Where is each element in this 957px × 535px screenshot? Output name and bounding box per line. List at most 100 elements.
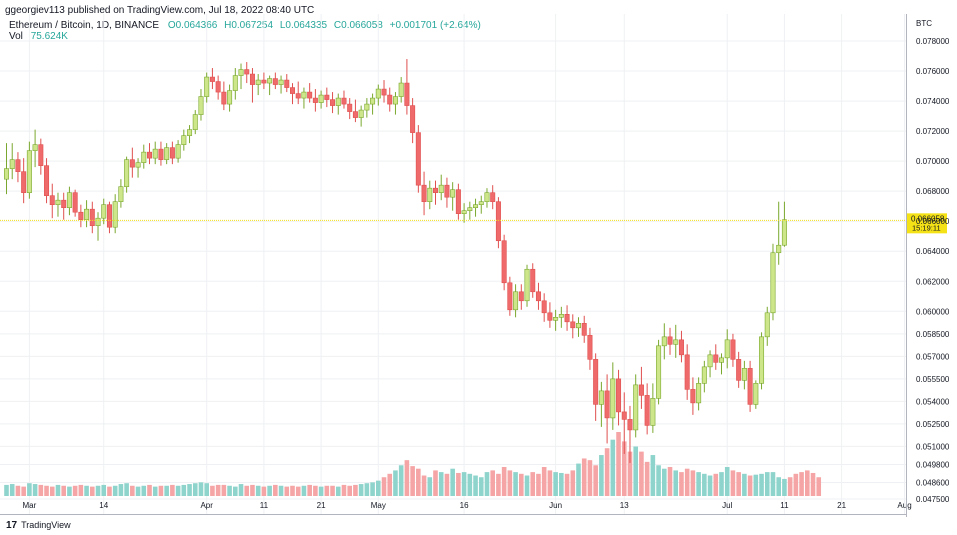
volume-bar	[255, 485, 261, 496]
candle-body	[249, 73, 255, 85]
x-tick-label: 11	[260, 501, 269, 510]
volume-bar	[644, 461, 650, 496]
candle-body	[507, 282, 513, 311]
volume-value: 75.624K	[30, 31, 68, 42]
volume-bar	[530, 472, 536, 496]
candle-body	[101, 204, 107, 219]
volume-bar	[433, 470, 438, 496]
tradingview-logo[interactable]: 17 TradingView	[6, 520, 71, 531]
volume-bar	[799, 472, 804, 496]
candle-body	[55, 199, 61, 205]
candle-body	[255, 79, 261, 85]
volume-bar	[118, 484, 124, 496]
volume-bar	[564, 473, 570, 496]
volume-bar	[38, 484, 44, 496]
x-tick-label: Aug	[897, 501, 911, 510]
volume-bar	[810, 472, 816, 496]
volume-bar	[461, 472, 467, 496]
candle-body	[415, 132, 421, 186]
candle-body	[152, 148, 158, 159]
volume-bar	[284, 486, 290, 496]
volume-bar	[107, 486, 112, 496]
candle-body	[621, 411, 627, 420]
candle-body	[490, 192, 496, 202]
volume-bar	[244, 485, 250, 496]
candle-body	[307, 91, 313, 99]
y-tick-label: 0.074000	[916, 97, 950, 106]
volume-bar	[627, 451, 633, 496]
volume-bar	[770, 472, 776, 496]
candle-body	[187, 129, 193, 136]
candle-body	[461, 210, 467, 214]
candle-body	[667, 336, 673, 345]
volume-bar	[587, 460, 593, 496]
volume-bar	[347, 485, 352, 496]
candle-body	[535, 291, 541, 302]
x-tick-label: 21	[837, 501, 846, 510]
candle-body	[633, 384, 639, 431]
candle-body	[467, 207, 473, 211]
volume-bar	[90, 486, 95, 496]
candle-body	[444, 184, 450, 198]
x-tick-label: Apr	[200, 501, 213, 510]
volume-bar	[393, 470, 398, 496]
ohlc-legend-row: Ethereum / Bitcoin, 1D, BINANCE O0.06436…	[9, 20, 481, 31]
tradingview-logo-text: TradingView	[21, 520, 71, 530]
x-tick-label: 14	[99, 501, 108, 510]
y-tick-label: 0.049800	[916, 460, 950, 469]
volume-bar	[513, 472, 518, 496]
candle-body	[541, 300, 547, 314]
volume-bar	[576, 463, 581, 496]
volume-bar	[484, 472, 490, 496]
candle-body	[484, 192, 490, 202]
volume-bar	[307, 484, 312, 496]
candle-body	[501, 240, 507, 284]
volume-bar	[593, 465, 598, 496]
candle-body	[581, 323, 587, 336]
volume-bar	[541, 466, 547, 496]
volume-bar	[753, 474, 759, 496]
volume-bar	[227, 485, 232, 496]
candle-body	[696, 383, 702, 404]
candle-body	[518, 291, 524, 302]
volume-bar	[719, 472, 724, 496]
volume-bar	[204, 483, 209, 496]
candle-body	[450, 189, 456, 198]
volume-bar	[570, 470, 576, 496]
candle-body	[267, 78, 273, 84]
volume-legend-row: Vol 75.624K	[9, 31, 481, 42]
candle-body	[181, 135, 187, 145]
candle-body	[335, 97, 341, 106]
volume-bar	[736, 472, 741, 496]
volume-bar	[364, 483, 370, 496]
candle-body	[78, 211, 84, 221]
candle-body	[112, 201, 118, 228]
candle-body	[661, 336, 667, 347]
candle-body	[158, 148, 164, 160]
candle-body	[278, 79, 284, 85]
volume-bar	[376, 480, 381, 496]
volume-bar	[507, 470, 513, 496]
volume-bar	[61, 485, 66, 496]
last-price-label: 0.066058	[911, 214, 945, 223]
candle-body	[192, 114, 198, 130]
volume-bar	[32, 484, 38, 496]
volume-bar	[158, 485, 164, 496]
candle-body	[587, 335, 593, 360]
volume-bar	[410, 466, 415, 496]
candle-body	[410, 105, 416, 133]
volume-bar	[192, 483, 198, 496]
candle-body	[530, 268, 536, 293]
volume-bar	[238, 484, 244, 496]
volume-bar	[702, 473, 707, 496]
volume-bar	[250, 484, 255, 496]
volume-label: Vol	[9, 31, 23, 42]
volume-bar	[816, 477, 822, 496]
candle-body	[72, 192, 78, 213]
volume-bar	[330, 485, 335, 496]
candle-body	[547, 312, 553, 321]
candle-body	[232, 75, 238, 91]
volume-bar	[742, 473, 747, 496]
volume-bar	[501, 466, 507, 496]
